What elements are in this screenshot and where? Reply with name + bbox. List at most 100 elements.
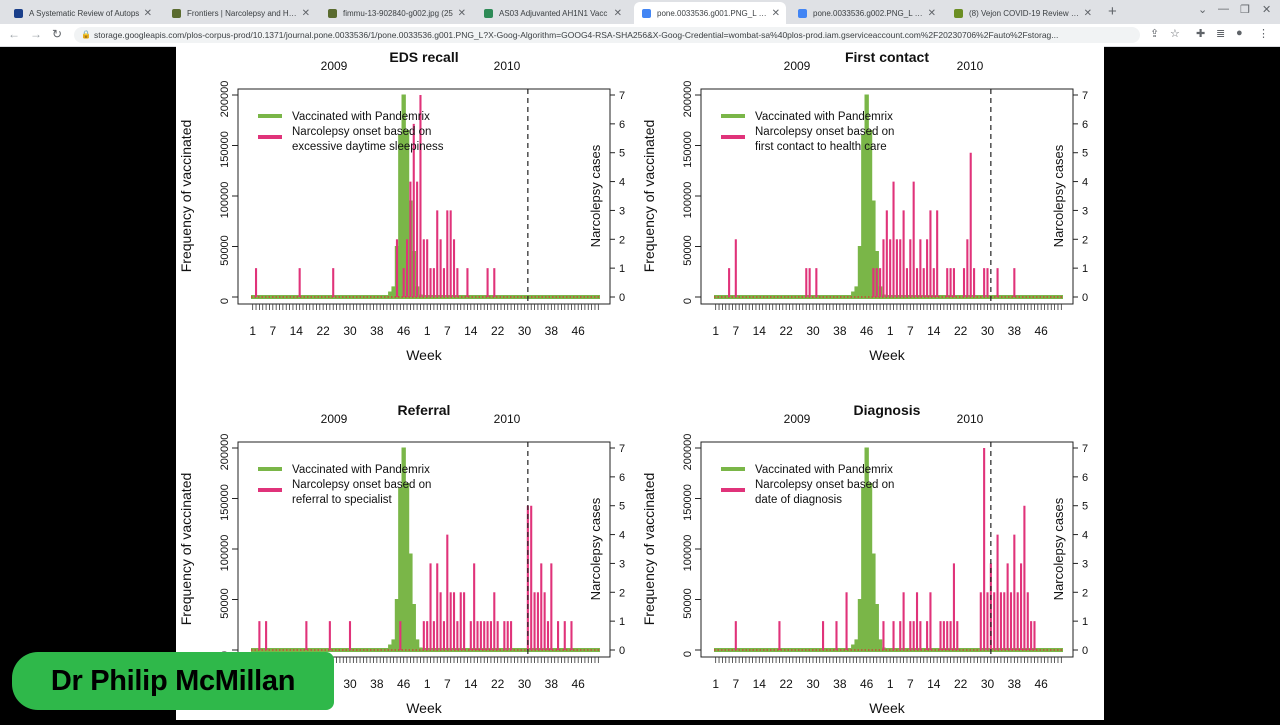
x-tick-label: 22 [779, 324, 793, 338]
x-tick-label: 30 [981, 324, 995, 338]
y-tick-label-left: 50000 [219, 235, 231, 266]
y-tick-label-right: 2 [1082, 234, 1088, 246]
reading-list-icon[interactable]: ≣ [1216, 28, 1226, 40]
y-tick-label-right: 6 [1082, 472, 1088, 484]
browser-tab[interactable]: pone.0033536.g002.PNG_L (208 ✕ [790, 2, 942, 24]
year-label-2010: 2010 [494, 412, 521, 426]
x-tick-label: 38 [545, 324, 559, 338]
favicon-icon [954, 8, 963, 18]
legend-label-narcolepsy: Narcolepsy onset based on [292, 126, 431, 138]
y-tick-label-right: 1 [619, 263, 625, 275]
x-tick-label: 14 [464, 324, 478, 338]
x-tick-label: 1 [249, 324, 256, 338]
x-tick-label: 30 [343, 324, 357, 338]
vaccinated-area [851, 447, 886, 651]
y-tick-label-left: 0 [682, 651, 694, 657]
x-axis-label: Week [406, 700, 443, 716]
browser-tab[interactable]: (8) Vejon COVID-19 Review | D ✕ [946, 2, 1098, 24]
close-tab-icon[interactable]: ✕ [927, 7, 936, 19]
figure-svg: EDS recall 2009 2010 Week Frequency of vacci… [178, 49, 1088, 716]
close-tab-icon[interactable]: ✕ [771, 7, 780, 19]
x-tick-label: 46 [1035, 677, 1049, 691]
new-tab-button[interactable]: + [1108, 3, 1117, 20]
tab-title: AS03 Adjuvanted AH1N1 Vacc [499, 8, 608, 18]
tab-title: (8) Vejon COVID-19 Review | D [969, 8, 1080, 18]
address-bar[interactable]: 🔒 storage.googleapis.com/plos-corpus-pro… [74, 27, 1140, 43]
x-tick-label: 22 [491, 324, 505, 338]
lock-icon: 🔒 [81, 30, 91, 39]
y-tick-label-left: 200000 [682, 434, 694, 471]
bookmark-star-icon[interactable]: ☆ [1170, 28, 1180, 40]
y-tick-label-left: 50000 [682, 235, 694, 266]
close-window-button[interactable]: ✕ [1262, 4, 1272, 16]
y-tick-label-right: 6 [619, 119, 625, 131]
minimize-button[interactable]: — [1218, 3, 1229, 15]
chevron-down-icon[interactable]: ⌄ [1198, 4, 1208, 16]
y-tick-label-right: 1 [1082, 616, 1088, 628]
tab-title: A Systematic Review of Autops [29, 8, 140, 18]
x-tick-label: 1 [887, 324, 894, 338]
year-label-2009: 2009 [321, 412, 348, 426]
browser-tab[interactable]: AS03 Adjuvanted AH1N1 Vacc ✕ [476, 2, 628, 24]
close-tab-icon[interactable]: ✕ [1083, 7, 1092, 19]
legend-label-narcolepsy-basis: referral to specialist [292, 494, 393, 506]
browser-tab[interactable]: fimmu-13-902840-g002.jpg (25 ✕ [320, 2, 472, 24]
share-icon[interactable]: ⇪ [1150, 28, 1160, 40]
y-axis-label-right: Narcolepsy cases [588, 144, 603, 247]
x-tick-label: 30 [518, 677, 532, 691]
favicon-icon [642, 8, 651, 18]
close-tab-icon[interactable]: ✕ [613, 7, 622, 19]
y-tick-label-right: 4 [619, 177, 625, 189]
year-label-2009: 2009 [321, 59, 348, 73]
legend-label-narcolepsy-basis: excessive daytime sleepiness [292, 141, 444, 153]
y-tick-label-right: 1 [619, 616, 625, 628]
maximize-button[interactable]: ❐ [1240, 4, 1250, 16]
x-tick-label: 7 [907, 324, 914, 338]
favicon-icon [484, 8, 493, 18]
x-tick-label: 38 [833, 677, 847, 691]
x-tick-label: 1 [712, 677, 719, 691]
chart-title: Diagnosis [854, 402, 921, 418]
x-tick-label: 7 [444, 324, 451, 338]
y-tick-label-right: 3 [1082, 205, 1088, 217]
tab-title: fimmu-13-902840-g002.jpg (25 [343, 8, 453, 18]
x-tick-label: 14 [753, 677, 767, 691]
extensions-icon[interactable]: ✚ [1196, 28, 1206, 40]
x-tick-label: 38 [370, 324, 384, 338]
x-tick-label: 14 [927, 677, 941, 691]
close-tab-icon[interactable]: ✕ [301, 7, 310, 19]
x-tick-label: 22 [316, 324, 330, 338]
y-tick-label-right: 3 [619, 205, 625, 217]
y-tick-label-left: 50000 [682, 588, 694, 619]
y-axis-label-left: Frequency of vaccinated [178, 120, 194, 273]
y-tick-label-left: 100000 [219, 182, 231, 219]
close-tab-icon[interactable]: ✕ [457, 7, 466, 19]
tab-strip: A Systematic Review of Autops ✕ Frontiers … [0, 0, 1280, 24]
y-tick-label-right: 6 [1082, 119, 1088, 131]
y-axis-label-left: Frequency of vaccinated [178, 473, 194, 626]
reload-icon[interactable]: ↻ [52, 27, 63, 41]
browser-tab[interactable]: A Systematic Review of Autops ✕ [6, 2, 158, 24]
favicon-icon [798, 8, 807, 18]
x-tick-label: 46 [1035, 324, 1049, 338]
chart-title: EDS recall [389, 49, 458, 65]
x-tick-label: 7 [907, 677, 914, 691]
x-axis-label: Week [406, 347, 443, 363]
y-tick-label-right: 3 [1082, 558, 1088, 570]
y-axis-label-right: Narcolepsy cases [588, 497, 603, 600]
y-tick-label-left: 100000 [682, 535, 694, 572]
back-icon[interactable]: ← [8, 27, 20, 41]
forward-icon[interactable]: → [30, 27, 42, 41]
x-tick-label: 46 [860, 324, 874, 338]
browser-tab[interactable]: Frontiers | Narcolepsy and HTN ✕ [164, 2, 316, 24]
close-tab-icon[interactable]: ✕ [143, 7, 152, 19]
browser-tab[interactable]: pone.0033536.g001.PNG_L (208 ✕ [634, 2, 786, 24]
menu-kebab-icon[interactable]: ⋮ [1258, 28, 1269, 40]
y-tick-label-left: 100000 [219, 535, 231, 572]
x-tick-label: 22 [779, 677, 793, 691]
chart-title: Referral [398, 402, 451, 418]
y-tick-label-right: 5 [619, 148, 625, 160]
profile-avatar[interactable]: ● [1236, 27, 1243, 39]
favicon-icon [14, 8, 23, 18]
y-tick-label-left: 150000 [682, 131, 694, 168]
